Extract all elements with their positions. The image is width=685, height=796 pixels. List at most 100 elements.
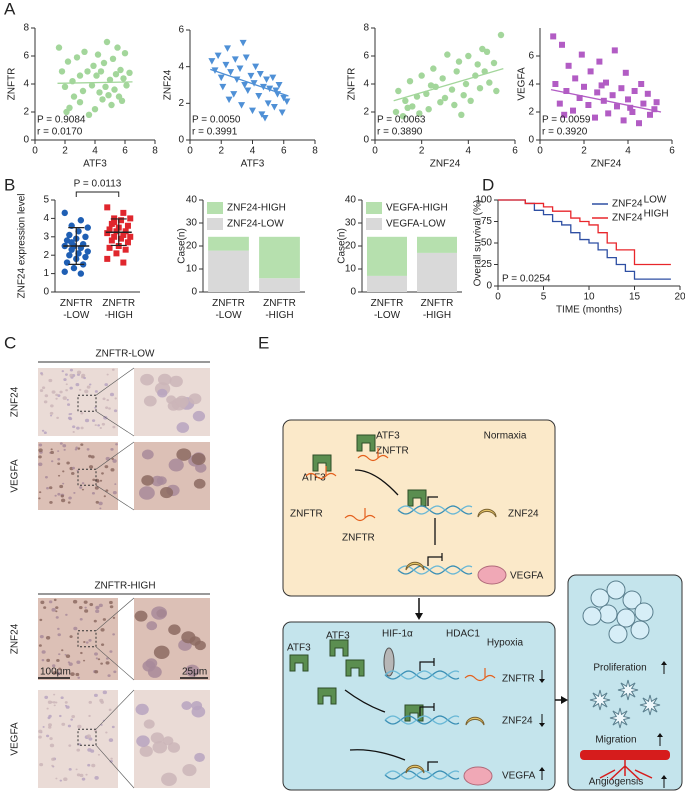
nucleus bbox=[143, 719, 155, 729]
nucleus bbox=[53, 704, 56, 707]
nucleus bbox=[71, 471, 75, 475]
nucleus bbox=[79, 617, 83, 621]
y-axis-label: ZNF24 bbox=[163, 69, 174, 100]
nucleus bbox=[62, 444, 67, 448]
nucleus bbox=[181, 631, 196, 644]
point bbox=[570, 107, 576, 114]
nucleus bbox=[69, 373, 74, 378]
y-axis-label: Case(n) bbox=[337, 228, 348, 264]
nucleus bbox=[62, 396, 67, 400]
y-tick-label: 3 bbox=[43, 231, 49, 242]
nucleus bbox=[38, 455, 42, 459]
nucleus bbox=[47, 700, 52, 705]
point bbox=[283, 98, 291, 105]
point bbox=[247, 72, 255, 80]
nucleus bbox=[49, 737, 53, 741]
point bbox=[126, 69, 133, 77]
survival-curve bbox=[498, 199, 671, 266]
point bbox=[278, 109, 286, 116]
nucleus bbox=[63, 777, 68, 782]
nucleus bbox=[66, 398, 69, 401]
dna bbox=[384, 715, 460, 725]
y-tick-label: 4 bbox=[178, 61, 184, 72]
nucleus bbox=[98, 603, 103, 608]
nucleus bbox=[97, 658, 101, 661]
nucleus bbox=[46, 487, 49, 490]
nucleus bbox=[52, 671, 58, 675]
legend-superscript: LOW bbox=[644, 195, 667, 206]
legend-swatch bbox=[366, 202, 382, 214]
point bbox=[640, 100, 647, 107]
nucleus bbox=[108, 407, 111, 410]
nucleus bbox=[141, 449, 154, 460]
migrating-cell bbox=[589, 689, 611, 711]
nucleus bbox=[87, 763, 91, 767]
outcome-box bbox=[567, 574, 683, 791]
point bbox=[585, 102, 592, 108]
rna bbox=[464, 668, 496, 682]
nucleus bbox=[105, 731, 108, 734]
nucleus bbox=[74, 448, 78, 451]
point bbox=[550, 33, 557, 40]
point bbox=[572, 75, 579, 82]
nucleus bbox=[150, 732, 164, 744]
arrow-head bbox=[561, 696, 568, 704]
point bbox=[620, 117, 627, 124]
annotation: r = 0.3890 bbox=[377, 127, 423, 138]
atf3-protein bbox=[345, 659, 365, 677]
point bbox=[91, 106, 99, 113]
nucleus bbox=[85, 773, 88, 776]
point bbox=[68, 246, 75, 253]
histology-panel: ZNFTR-LOW ZNFTR-HIGH ZNF24 VEGFA ZNF24 V… bbox=[10, 349, 210, 789]
nucleus bbox=[153, 645, 170, 659]
nucleus bbox=[94, 424, 97, 427]
panel-label: E bbox=[258, 333, 269, 352]
row-label: ZNF24 bbox=[10, 386, 21, 417]
nucleus bbox=[70, 672, 75, 676]
nucleus bbox=[94, 406, 97, 409]
nucleus bbox=[146, 621, 158, 631]
point bbox=[99, 96, 106, 103]
point bbox=[460, 92, 467, 99]
nucleus bbox=[75, 383, 80, 387]
nucleus bbox=[76, 370, 82, 375]
point bbox=[84, 224, 91, 231]
label: VEGFA bbox=[510, 571, 544, 582]
annotation: P = 0.0050 bbox=[192, 115, 241, 126]
point bbox=[236, 65, 244, 72]
zoom-guide bbox=[95, 646, 135, 681]
x-axis-label: ATF3 bbox=[241, 159, 265, 170]
nucleus bbox=[104, 383, 109, 387]
point bbox=[76, 99, 84, 106]
annotation: P = 0.9084 bbox=[37, 115, 86, 126]
arrow bbox=[349, 749, 406, 761]
nucleus bbox=[50, 448, 53, 451]
nucleus bbox=[98, 501, 103, 506]
nucleus bbox=[63, 378, 67, 381]
nucleus bbox=[38, 735, 42, 739]
zoom-box bbox=[77, 728, 97, 746]
nucleus bbox=[43, 400, 48, 404]
point bbox=[256, 71, 264, 78]
point bbox=[241, 82, 249, 89]
nucleus bbox=[60, 696, 64, 700]
nucleus bbox=[71, 714, 76, 719]
y-tick-label: 2 bbox=[528, 107, 534, 118]
scale-bar-label: 25μm bbox=[182, 667, 207, 678]
nucleus bbox=[69, 635, 73, 638]
point bbox=[594, 89, 601, 96]
nucleus bbox=[48, 486, 53, 490]
point bbox=[70, 264, 78, 272]
row-label: VEGFA bbox=[10, 459, 21, 493]
point bbox=[97, 68, 105, 75]
legend-superscript: HIGH bbox=[644, 209, 669, 220]
point bbox=[609, 92, 616, 99]
point bbox=[625, 96, 631, 103]
point bbox=[127, 233, 134, 240]
point bbox=[222, 61, 230, 69]
point bbox=[227, 69, 235, 76]
y-tick-label: 30 bbox=[345, 218, 357, 229]
nucleus bbox=[48, 600, 53, 604]
annotation: P = 0.0254 bbox=[502, 274, 551, 285]
